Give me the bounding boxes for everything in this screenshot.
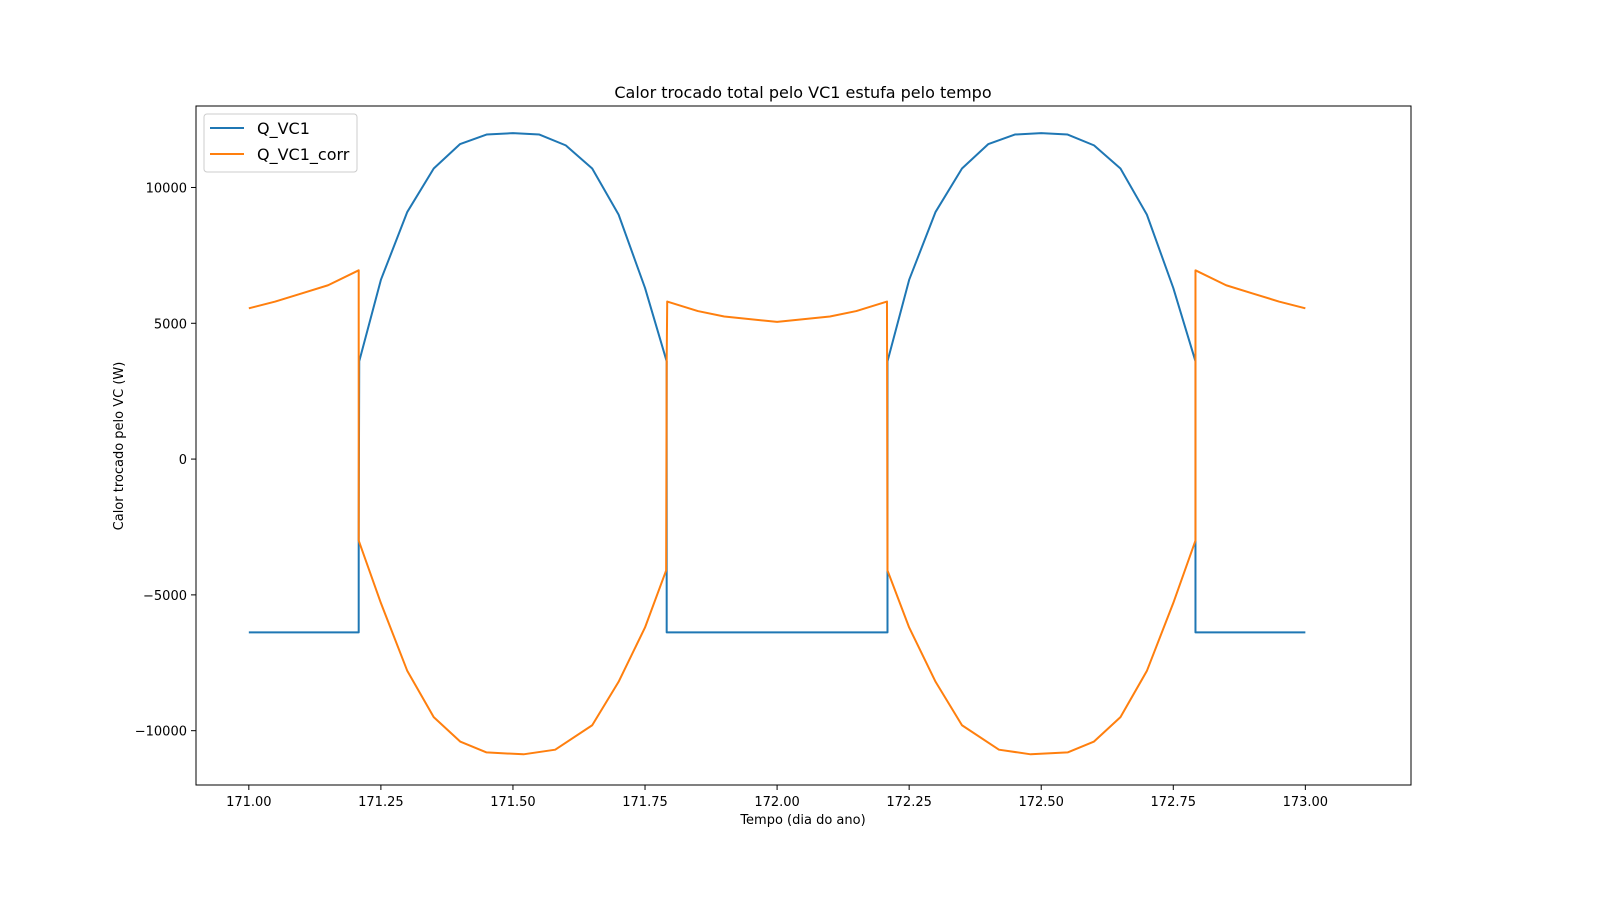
series-layer [248, 132, 1306, 756]
x-tick-label: 172.50 [1018, 795, 1064, 810]
y-tick-label: 5000 [154, 317, 187, 332]
legend: Q_VC1 Q_VC1_corr [203, 113, 358, 173]
x-tick-label: 171.00 [226, 795, 272, 810]
x-tick-label: 172.00 [754, 795, 800, 810]
y-tick-label: 10000 [146, 181, 187, 196]
y-tick-label: 0 [179, 453, 187, 468]
series-line-q-vc1-corr [248, 269, 1306, 756]
x-tick-label: 172.75 [1151, 795, 1197, 810]
legend-label-q-vc1-corr: Q_VC1_corr [257, 145, 350, 165]
x-tick-label: 171.25 [358, 795, 404, 810]
x-axis-label: Tempo (dia do ano) [739, 813, 865, 828]
plot-frame [195, 105, 1412, 786]
y-ticks: −10000 −5000 0 5000 10000 [135, 181, 196, 740]
series-line-q-vc1 [248, 132, 1306, 634]
x-tick-label: 172.25 [886, 795, 932, 810]
x-tick-label: 173.00 [1283, 795, 1329, 810]
x-ticks: 171.00 171.25 171.50 171.75 172.00 172.25 172.… [226, 785, 1328, 810]
y-tick-label: −10000 [135, 725, 187, 740]
x-tick-label: 171.75 [622, 795, 668, 810]
chart-title: Calor trocado total pelo VC1 estufa pelo… [614, 83, 991, 102]
x-tick-label: 171.50 [490, 795, 536, 810]
y-tick-label: −5000 [143, 589, 187, 604]
legend-label-q-vc1: Q_VC1 [257, 119, 310, 139]
y-axis-label: Calor trocado pelo VC (W) [112, 362, 127, 531]
